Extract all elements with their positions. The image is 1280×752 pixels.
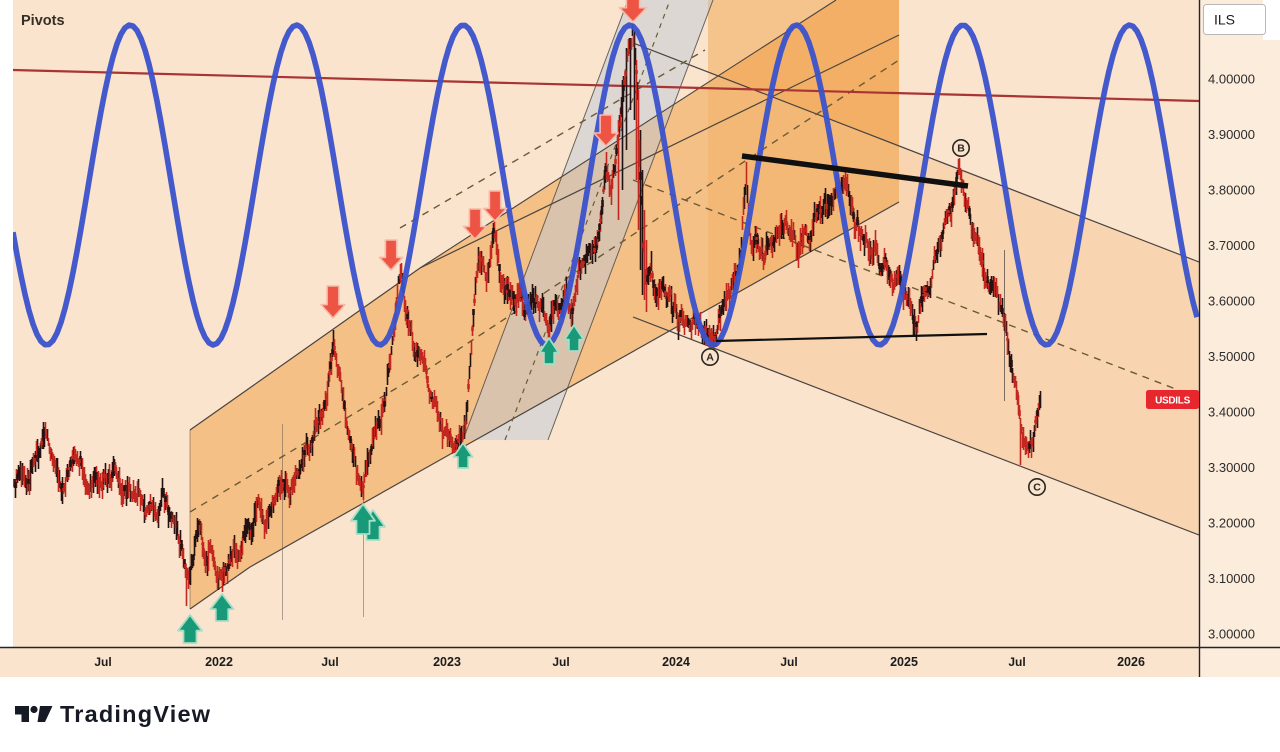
svg-text:Pivots: Pivots (21, 13, 65, 29)
svg-text:3.50000: 3.50000 (1208, 349, 1255, 364)
svg-text:3.40000: 3.40000 (1208, 405, 1255, 420)
svg-text:A: A (706, 352, 714, 364)
svg-text:3.80000: 3.80000 (1208, 183, 1255, 198)
svg-text:2026: 2026 (1117, 655, 1145, 669)
svg-text:C: C (1033, 482, 1041, 494)
svg-text:2022: 2022 (205, 655, 233, 669)
svg-text:Jul: Jul (780, 655, 797, 669)
svg-text:Jul: Jul (552, 655, 569, 669)
svg-text:Jul: Jul (321, 655, 338, 669)
svg-text:B: B (957, 143, 965, 155)
svg-text:2024: 2024 (662, 655, 690, 669)
svg-text:ILS: ILS (1214, 12, 1235, 28)
svg-text:3.90000: 3.90000 (1208, 127, 1255, 142)
svg-text:Jul: Jul (94, 655, 111, 669)
svg-text:USDILS: USDILS (1155, 396, 1191, 407)
svg-text:4.00000: 4.00000 (1208, 72, 1255, 87)
svg-text:TradingView: TradingView (60, 701, 211, 727)
svg-text:Jul: Jul (1008, 655, 1025, 669)
svg-text:2023: 2023 (433, 655, 461, 669)
svg-text:3.10000: 3.10000 (1208, 571, 1255, 586)
svg-text:3.60000: 3.60000 (1208, 294, 1255, 309)
svg-text:3.70000: 3.70000 (1208, 238, 1255, 253)
svg-text:2025: 2025 (890, 655, 918, 669)
svg-text:3.30000: 3.30000 (1208, 460, 1255, 475)
svg-text:3.20000: 3.20000 (1208, 516, 1255, 531)
svg-text:3.00000: 3.00000 (1208, 627, 1255, 642)
